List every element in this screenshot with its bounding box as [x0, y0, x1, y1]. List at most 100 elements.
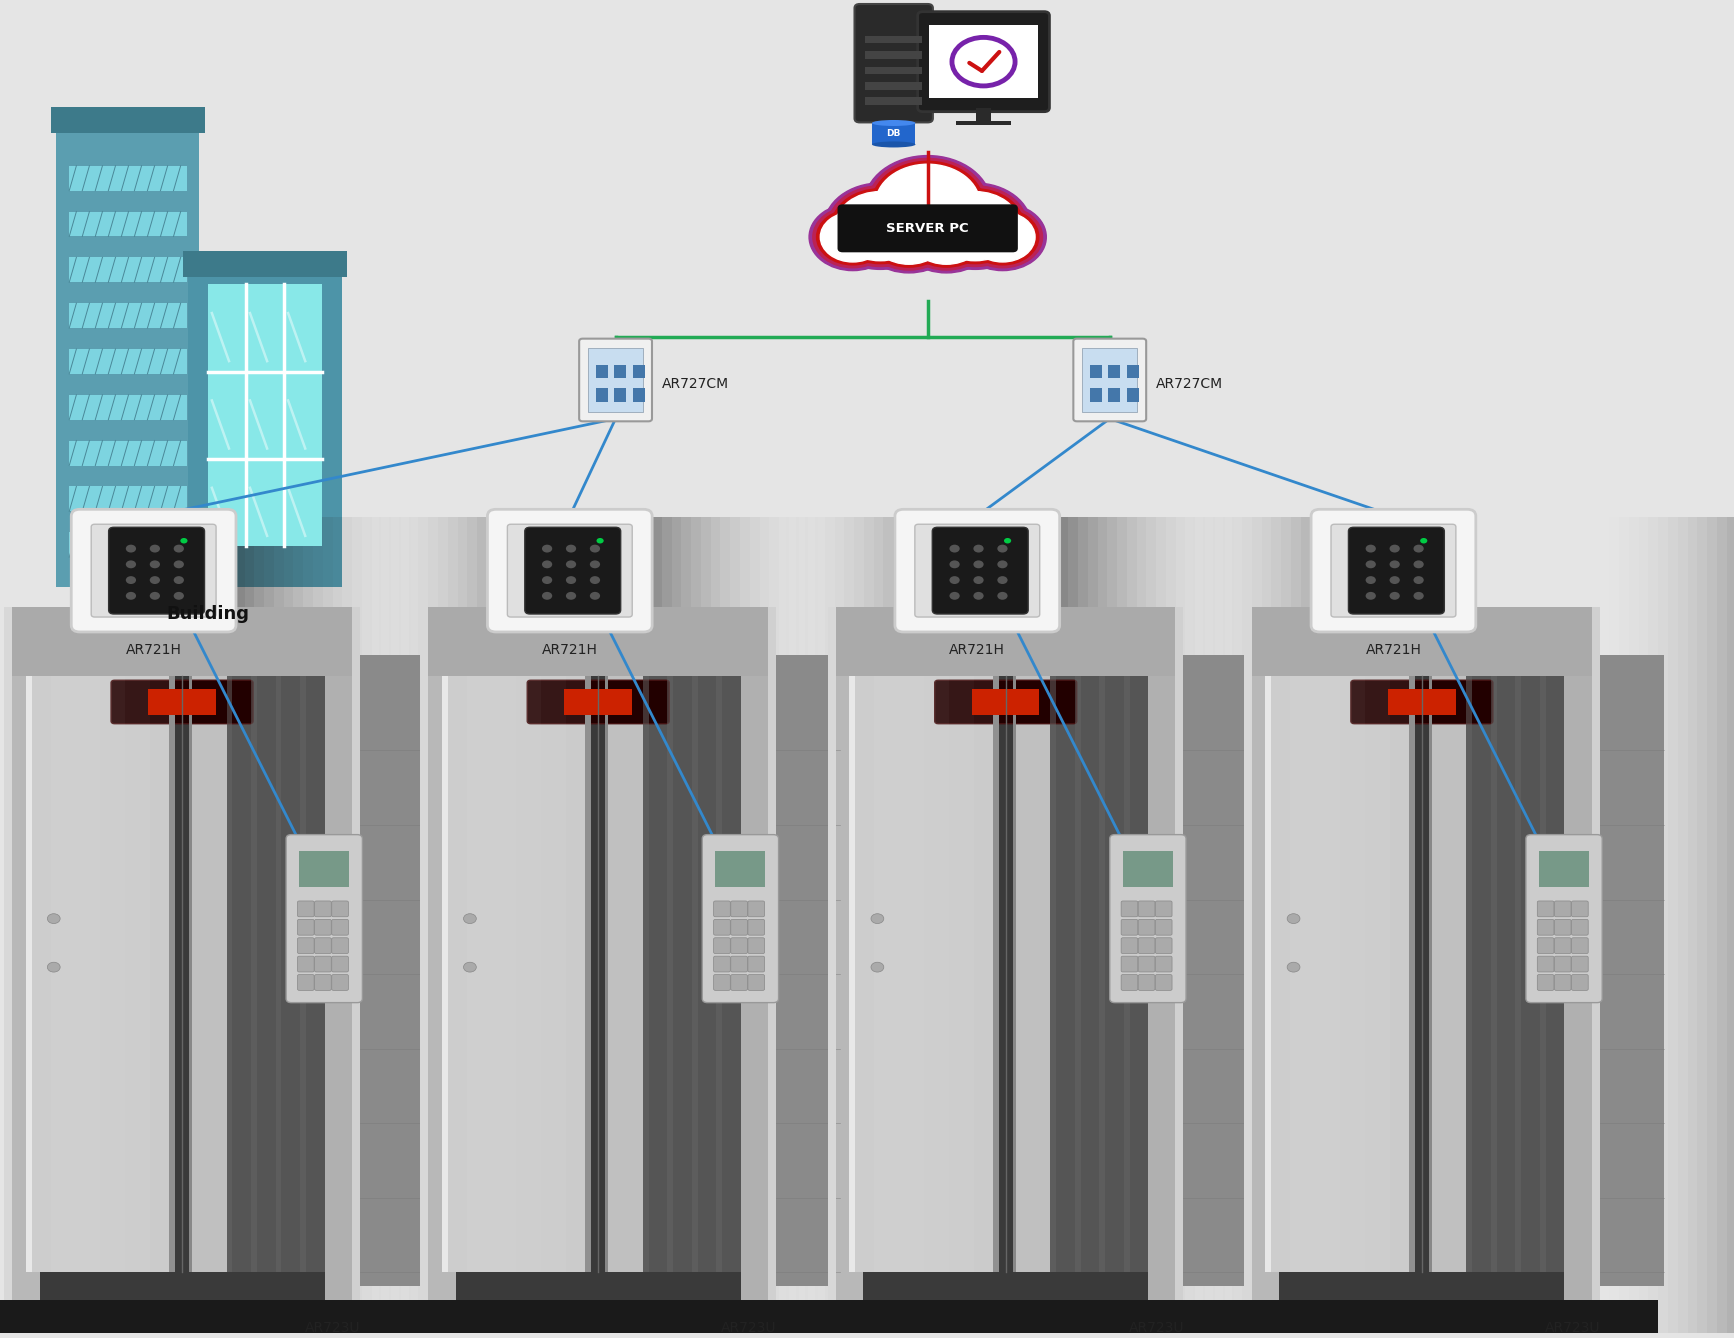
Circle shape	[860, 198, 957, 273]
Circle shape	[47, 914, 61, 923]
FancyBboxPatch shape	[1554, 957, 1571, 971]
FancyBboxPatch shape	[314, 938, 331, 954]
FancyBboxPatch shape	[1359, 516, 1370, 1338]
FancyBboxPatch shape	[1698, 516, 1708, 1338]
FancyBboxPatch shape	[187, 277, 342, 586]
FancyBboxPatch shape	[716, 676, 721, 1272]
FancyBboxPatch shape	[314, 974, 331, 990]
FancyBboxPatch shape	[579, 339, 652, 421]
FancyBboxPatch shape	[1571, 900, 1588, 917]
FancyBboxPatch shape	[1243, 606, 1599, 676]
FancyBboxPatch shape	[541, 676, 567, 1272]
FancyBboxPatch shape	[1668, 516, 1679, 1338]
Text: LAN: LAN	[890, 210, 966, 242]
FancyBboxPatch shape	[768, 606, 775, 1301]
FancyBboxPatch shape	[1429, 676, 1467, 1272]
FancyBboxPatch shape	[747, 900, 765, 917]
FancyBboxPatch shape	[69, 440, 187, 466]
FancyBboxPatch shape	[714, 919, 730, 935]
FancyBboxPatch shape	[1429, 676, 1432, 1272]
FancyBboxPatch shape	[1679, 516, 1687, 1338]
FancyBboxPatch shape	[420, 606, 456, 1301]
Circle shape	[463, 962, 477, 973]
FancyBboxPatch shape	[314, 957, 331, 971]
Circle shape	[867, 158, 988, 250]
FancyBboxPatch shape	[5, 606, 12, 1301]
FancyBboxPatch shape	[1157, 516, 1165, 1338]
FancyBboxPatch shape	[1658, 516, 1668, 1338]
FancyBboxPatch shape	[1687, 516, 1698, 1338]
FancyBboxPatch shape	[333, 516, 342, 1338]
FancyBboxPatch shape	[458, 516, 468, 1338]
FancyBboxPatch shape	[1155, 957, 1172, 971]
Circle shape	[1389, 577, 1399, 583]
FancyBboxPatch shape	[69, 349, 187, 373]
FancyBboxPatch shape	[109, 527, 205, 614]
FancyBboxPatch shape	[829, 606, 864, 1301]
FancyBboxPatch shape	[298, 957, 314, 971]
Circle shape	[173, 561, 184, 569]
Circle shape	[180, 538, 187, 543]
FancyBboxPatch shape	[1122, 900, 1138, 917]
FancyBboxPatch shape	[643, 676, 740, 1272]
Text: AR727CM: AR727CM	[662, 377, 728, 391]
FancyBboxPatch shape	[298, 919, 314, 935]
FancyBboxPatch shape	[681, 516, 692, 1338]
FancyBboxPatch shape	[1320, 516, 1330, 1338]
Circle shape	[590, 577, 600, 583]
FancyBboxPatch shape	[125, 676, 151, 1272]
Circle shape	[820, 211, 886, 262]
Circle shape	[149, 591, 160, 599]
FancyBboxPatch shape	[101, 676, 125, 1272]
FancyBboxPatch shape	[643, 676, 649, 1272]
FancyBboxPatch shape	[314, 900, 331, 917]
FancyBboxPatch shape	[69, 395, 187, 420]
FancyBboxPatch shape	[1073, 339, 1146, 421]
FancyBboxPatch shape	[1176, 606, 1183, 1301]
FancyBboxPatch shape	[1554, 919, 1571, 935]
FancyBboxPatch shape	[912, 516, 922, 1338]
Circle shape	[864, 155, 992, 253]
FancyBboxPatch shape	[714, 974, 730, 990]
FancyBboxPatch shape	[517, 516, 525, 1338]
FancyBboxPatch shape	[865, 82, 922, 90]
Circle shape	[1287, 962, 1300, 973]
Circle shape	[127, 561, 135, 569]
FancyBboxPatch shape	[300, 851, 349, 887]
Circle shape	[596, 538, 603, 543]
FancyBboxPatch shape	[935, 680, 1077, 724]
FancyBboxPatch shape	[312, 516, 323, 1338]
Circle shape	[867, 203, 950, 268]
FancyBboxPatch shape	[439, 516, 447, 1338]
Circle shape	[813, 206, 893, 268]
FancyBboxPatch shape	[1314, 676, 1340, 1272]
FancyBboxPatch shape	[565, 689, 631, 716]
FancyBboxPatch shape	[1571, 957, 1588, 971]
FancyBboxPatch shape	[1122, 974, 1138, 990]
FancyBboxPatch shape	[1571, 974, 1588, 990]
FancyBboxPatch shape	[1176, 516, 1186, 1338]
FancyBboxPatch shape	[730, 974, 747, 990]
FancyBboxPatch shape	[300, 676, 305, 1272]
Circle shape	[997, 577, 1007, 583]
FancyBboxPatch shape	[567, 676, 591, 1272]
FancyBboxPatch shape	[0, 1301, 418, 1338]
FancyBboxPatch shape	[1183, 656, 1247, 1286]
Circle shape	[905, 203, 988, 268]
FancyBboxPatch shape	[740, 516, 749, 1338]
FancyBboxPatch shape	[546, 516, 555, 1338]
FancyBboxPatch shape	[111, 680, 253, 724]
FancyBboxPatch shape	[1242, 516, 1252, 1338]
FancyBboxPatch shape	[1554, 938, 1571, 954]
FancyBboxPatch shape	[1349, 527, 1444, 614]
FancyBboxPatch shape	[1571, 919, 1588, 935]
FancyBboxPatch shape	[596, 388, 607, 401]
FancyBboxPatch shape	[1124, 676, 1129, 1272]
Circle shape	[962, 206, 1042, 268]
FancyBboxPatch shape	[1091, 388, 1101, 401]
FancyBboxPatch shape	[331, 900, 349, 917]
FancyBboxPatch shape	[1708, 516, 1717, 1338]
Circle shape	[590, 591, 600, 599]
Circle shape	[1366, 561, 1375, 569]
FancyBboxPatch shape	[855, 4, 933, 122]
